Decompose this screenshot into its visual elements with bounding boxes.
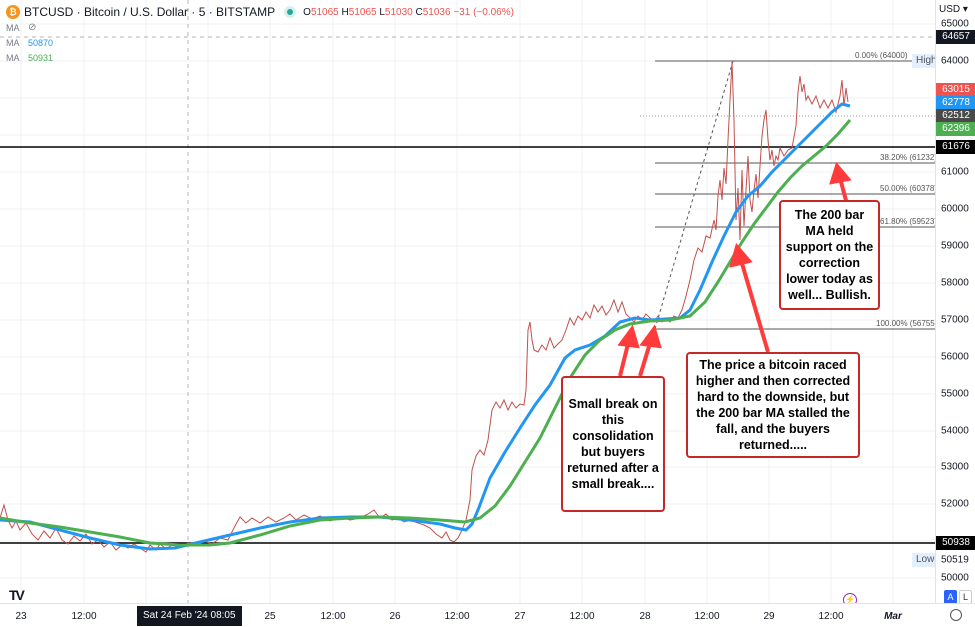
time-tick: 29 xyxy=(763,611,775,622)
eye-off-icon[interactable]: ⊘ xyxy=(28,22,37,33)
time-tick: 28 xyxy=(639,611,651,622)
chart-legend: ₿ BTCUSD · Bitcoin / U.S. Dollar · 5 · B… xyxy=(6,4,514,65)
symbol-title[interactable]: BTCUSD · Bitcoin / U.S. Dollar · 5 · BIT… xyxy=(24,5,276,19)
price-axis[interactable]: USD ▾ 65000 64000 61000 60000 59000 5800… xyxy=(935,0,975,603)
price-tick: 61000 xyxy=(941,166,969,178)
market-status-dot xyxy=(287,9,294,15)
annotation-arrows xyxy=(617,161,852,377)
price-tick: 58000 xyxy=(941,277,969,289)
price-tick: 52000 xyxy=(941,498,969,510)
time-tick: 12:00 xyxy=(71,611,97,622)
fib-label-50: 50.00% (60378) xyxy=(880,184,935,193)
indicator-ma-blue[interactable]: MA 50870 xyxy=(6,37,54,48)
ma-green-tag: 62396 xyxy=(936,122,975,136)
time-tick: 27 xyxy=(514,611,526,622)
time-axis[interactable]: 23 12:00 Sat 24 Feb '24 08:05 25 12:00 2… xyxy=(0,603,975,627)
time-tick: 25 xyxy=(264,611,276,622)
price-chart-svg xyxy=(0,0,935,603)
time-tick: 12:00 xyxy=(444,611,470,622)
price-tick: 60000 xyxy=(941,203,969,215)
crosshair-time-tag: Sat 24 Feb '24 08:05 xyxy=(137,606,242,626)
price-tick: 55000 xyxy=(941,388,969,400)
currency-selector[interactable]: USD ▾ xyxy=(939,4,968,15)
time-tick: Mar xyxy=(884,611,902,622)
ma-green-series xyxy=(0,119,852,547)
ma-blue-series xyxy=(0,102,851,551)
flash-alert-icon[interactable]: ⚡ xyxy=(843,593,857,603)
time-tick: 23 xyxy=(15,611,27,622)
price-tick: 65000 xyxy=(941,18,969,30)
time-tick: 12:00 xyxy=(694,611,720,622)
fib-label-0: 0.00% (64000) xyxy=(855,51,908,60)
time-tick: 12:00 xyxy=(818,611,844,622)
price-tick: 53000 xyxy=(941,461,969,473)
settings-target-icon[interactable] xyxy=(950,609,962,621)
low-value: 50519 xyxy=(941,554,969,566)
grid-lines xyxy=(0,0,935,603)
resistance-price-tag: 61676 xyxy=(936,140,975,154)
price-tick: 64000 xyxy=(941,55,969,67)
fib-trend-line xyxy=(654,60,734,330)
price-tick: 56000 xyxy=(941,351,969,363)
ma-blue-tag: 62778 xyxy=(936,96,975,110)
time-tick: 12:00 xyxy=(569,611,595,622)
price-tick: 59000 xyxy=(941,240,969,252)
chart-plot-area[interactable]: ₿ BTCUSD · Bitcoin / U.S. Dollar · 5 · B… xyxy=(0,0,935,603)
ohlc-values: O51065 H51065 L51030 C51036 −31 (−0.06%) xyxy=(303,6,514,18)
low-label: Low xyxy=(912,553,935,567)
annotation-small-break[interactable]: Small break on this consolidation but bu… xyxy=(561,376,665,512)
tradingview-logo[interactable]: TV xyxy=(9,587,25,603)
auto-scale-button[interactable]: A xyxy=(944,590,957,604)
annotation-price-raced[interactable]: The price a bitcoin raced higher and the… xyxy=(686,352,860,458)
prev-close-tag: 62512 xyxy=(936,109,975,123)
bitcoin-icon: ₿ xyxy=(6,5,20,19)
last-price-tag: 63015 xyxy=(936,83,975,97)
crosshair-price-tag: 64657 xyxy=(936,30,975,44)
time-tick: 12:00 xyxy=(320,611,346,622)
price-tick: 57000 xyxy=(941,314,969,326)
fib-label-38: 38.20% (61232) xyxy=(880,153,935,162)
fib-label-100: 100.00% (56755) xyxy=(876,319,935,328)
indicator-ma-green[interactable]: MA 50931 xyxy=(6,52,54,63)
price-tick: 50000 xyxy=(941,572,969,584)
support-price-tag: 50938 xyxy=(936,536,975,550)
fib-label-61: 61.80% (59523) xyxy=(880,217,935,226)
price-tick: 54000 xyxy=(941,425,969,437)
indicator-ma-hidden[interactable]: MA ⊘ xyxy=(6,22,37,33)
high-label: High xyxy=(912,54,935,68)
annotation-200ma-support[interactable]: The 200 bar MA held support on the corre… xyxy=(779,200,880,310)
log-scale-button[interactable]: L xyxy=(959,590,972,604)
time-tick: 26 xyxy=(389,611,401,622)
fibonacci-lines xyxy=(655,60,935,330)
